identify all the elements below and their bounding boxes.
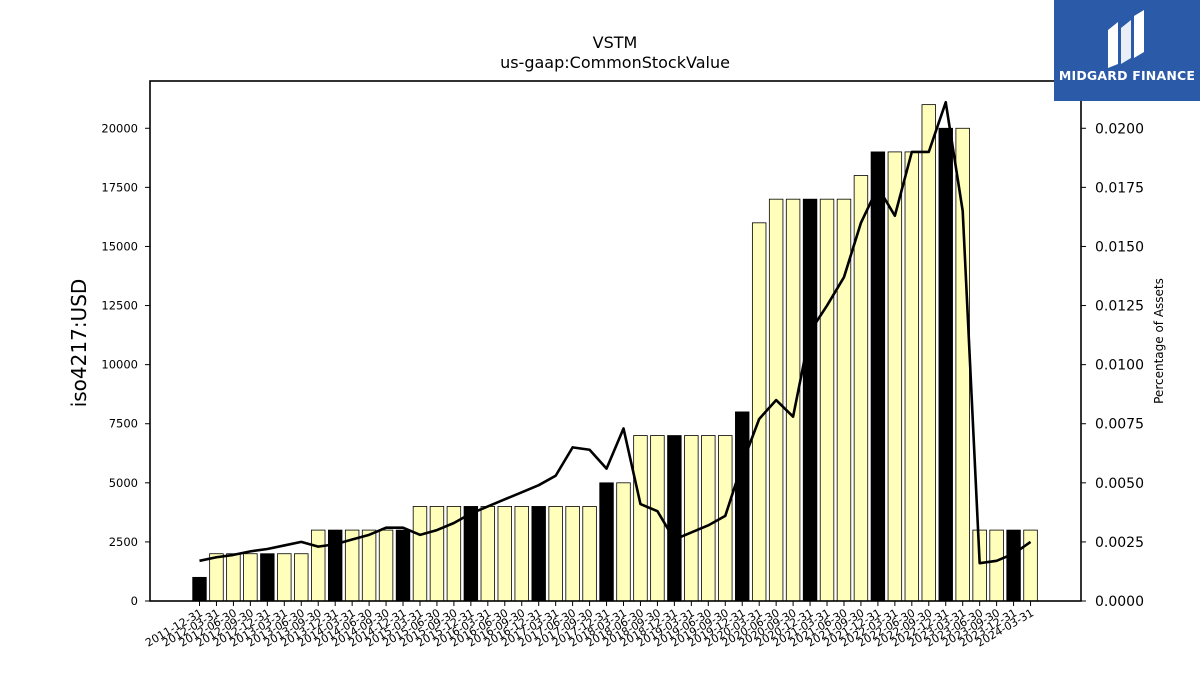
y-tick-label: 5000 bbox=[109, 476, 138, 490]
bar-2012-06-30 bbox=[226, 553, 241, 602]
bar-group bbox=[192, 104, 1038, 602]
bar-2013-03-31 bbox=[277, 553, 292, 602]
bar-2022-03-31 bbox=[887, 151, 903, 602]
line-group bbox=[199, 100, 1032, 565]
bar-2022-12-31 bbox=[938, 127, 953, 602]
y-tick-label: 12500 bbox=[101, 299, 138, 313]
y2-tick-label: 0.0025 bbox=[1095, 535, 1144, 551]
y2-tick-label: 0.0150 bbox=[1095, 239, 1144, 255]
bar-2016-03-31 bbox=[480, 506, 496, 602]
bar-2016-12-31 bbox=[531, 506, 546, 602]
midgard-finance-logo: MIDGARD FINANCE bbox=[1054, 0, 1200, 101]
bar-2013-12-31 bbox=[327, 529, 343, 602]
bar-2023-12-31 bbox=[1006, 529, 1021, 602]
bar-2012-12-31 bbox=[260, 553, 275, 602]
bar-2018-06-30 bbox=[633, 435, 648, 602]
bar-2014-12-31 bbox=[395, 529, 411, 602]
bar-2023-09-30 bbox=[989, 529, 1004, 602]
bar-2014-06-30 bbox=[361, 529, 377, 602]
bar-2021-03-31 bbox=[819, 198, 835, 602]
y2-tick-label: 0.0075 bbox=[1095, 417, 1144, 433]
y-tick-label: 10000 bbox=[101, 358, 138, 372]
y2-tick-label: 0.0000 bbox=[1095, 594, 1144, 610]
y2-tick-label: 0.0200 bbox=[1095, 121, 1144, 137]
bar-2019-12-31 bbox=[735, 411, 750, 602]
bar-2018-12-31 bbox=[667, 435, 682, 602]
bar-2021-12-31 bbox=[870, 151, 886, 602]
plot-frame bbox=[149, 80, 1082, 602]
y-tick-label: 20000 bbox=[101, 121, 138, 135]
bar-2016-09-30 bbox=[514, 506, 529, 602]
x-ticks: 2011-12-312012-03-312012-06-302012-09-30… bbox=[143, 601, 1036, 650]
chart-subtitle: us-gaap:CommonStockValue bbox=[500, 53, 730, 72]
bar-2020-09-30 bbox=[785, 198, 801, 602]
bar-2013-09-30 bbox=[311, 529, 326, 602]
bar-2013-06-30 bbox=[294, 553, 309, 602]
bar-2017-03-31 bbox=[548, 506, 563, 602]
bar-2020-12-31 bbox=[802, 198, 818, 602]
bar-2017-09-30 bbox=[582, 506, 597, 602]
bar-2022-06-30 bbox=[904, 151, 920, 602]
y2-axis-label: Percentage of Assets bbox=[1152, 278, 1166, 404]
bar-2017-06-30 bbox=[565, 506, 580, 602]
y2-ticks: 0.0000 0.0025 0.0050 0.0075 0.0100 0.0125 0.01… bbox=[1081, 121, 1144, 610]
y-tick-label: 17500 bbox=[101, 180, 138, 194]
bar-2024-03-31 bbox=[1023, 529, 1038, 602]
y-tick-label: 2500 bbox=[109, 535, 138, 549]
y-tick-label: 7500 bbox=[109, 417, 138, 431]
y-tick-label: 0 bbox=[131, 594, 138, 608]
bar-2014-09-30 bbox=[378, 529, 394, 602]
bar-2017-12-31 bbox=[599, 482, 614, 602]
bar-2018-03-31 bbox=[616, 482, 631, 602]
bar-2023-03-31 bbox=[955, 127, 970, 602]
y2-tick-label: 0.0100 bbox=[1095, 358, 1144, 374]
bar-2019-03-31 bbox=[684, 435, 699, 602]
y-tick-label: 15000 bbox=[101, 239, 138, 253]
y2-tick-label: 0.0125 bbox=[1095, 299, 1144, 315]
y2-tick-label: 0.0175 bbox=[1095, 180, 1144, 196]
percentage-of-assets-line bbox=[199, 100, 1032, 565]
axes bbox=[149, 80, 1082, 602]
midgard-logo-icon bbox=[1108, 10, 1144, 68]
bar-2015-12-31 bbox=[463, 506, 479, 602]
y-axis-label: iso4217:USD bbox=[67, 279, 91, 408]
bar-2022-09-30 bbox=[921, 104, 936, 602]
bar-2019-06-30 bbox=[701, 435, 716, 602]
y2-tick-label: 0.0050 bbox=[1095, 476, 1144, 492]
bar-2016-06-30 bbox=[497, 506, 512, 602]
bar-2012-09-30 bbox=[243, 553, 258, 602]
chart-title: VSTM bbox=[593, 33, 638, 52]
bar-2015-03-31 bbox=[412, 506, 428, 602]
bar-2012-03-31 bbox=[209, 553, 224, 602]
y-ticks: 0 2500 5000 7500 10000 12500 15000 17500 20000 bbox=[101, 121, 150, 608]
bar-2011-12-31 bbox=[192, 576, 207, 602]
bar-2015-06-30 bbox=[429, 506, 445, 602]
logo-text: MIDGARD FINANCE bbox=[1058, 68, 1196, 83]
